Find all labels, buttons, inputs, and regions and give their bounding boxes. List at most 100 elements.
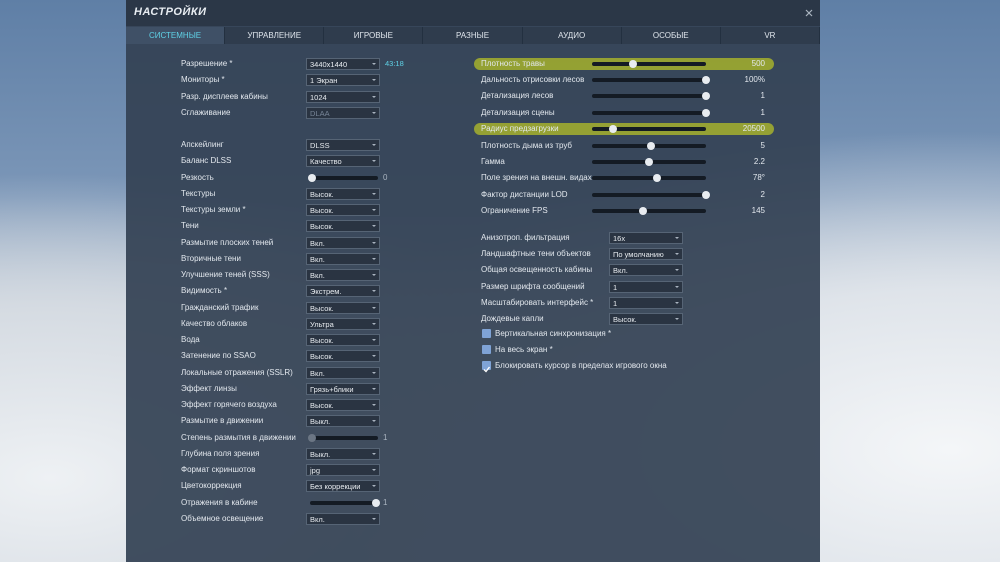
slider-thumb[interactable] — [308, 173, 316, 182]
setting-label: Плотность травы — [481, 58, 545, 68]
checkbox[interactable] — [482, 329, 491, 338]
slider-value: 100% — [744, 74, 765, 84]
setting-label: Общая освещенность кабины — [481, 265, 593, 275]
dropdown[interactable]: Высок. — [306, 204, 380, 216]
dropdown[interactable]: jpg — [306, 464, 380, 476]
slider-track — [592, 77, 706, 82]
window-title: НАСТРОЙКИ — [134, 6, 207, 18]
setting-label: Локальные отражения (SSLR) — [181, 367, 293, 377]
tab[interactable]: АУДИО — [523, 27, 622, 44]
dropdown: DLAA — [306, 106, 380, 119]
dropdown[interactable]: Вкл. — [306, 512, 380, 525]
dropdown[interactable]: Вкл. — [306, 236, 380, 249]
setting-label: Эффект горячего воздуха — [181, 400, 277, 409]
dropdown[interactable]: 1 Экран — [306, 74, 380, 87]
dropdown[interactable]: Высок. — [306, 334, 380, 346]
title-bar: НАСТРОЙКИ — [126, 0, 820, 26]
dropdown[interactable]: Высок. — [609, 313, 683, 325]
dropdown[interactable]: Высок. — [306, 301, 380, 314]
slider-thumb[interactable] — [702, 108, 710, 117]
setting-label: Дождевые капли — [481, 314, 544, 323]
dropdown[interactable]: Вкл. — [306, 252, 380, 265]
slider-thumb[interactable] — [702, 92, 710, 101]
dropdown[interactable]: Выкл. — [306, 415, 380, 428]
slider-value: 1 — [383, 432, 388, 442]
slider-thumb[interactable] — [644, 157, 653, 166]
setting-label: Разр. дисплеев кабины — [181, 91, 268, 101]
slider-thumb[interactable] — [629, 59, 638, 68]
tab[interactable]: ОСОБЫЕ — [622, 27, 721, 44]
aspect-ratio: 43:18 — [385, 59, 404, 68]
dropdown[interactable]: Ультра — [306, 317, 380, 330]
checkbox[interactable] — [482, 345, 491, 355]
setting-label: Вода — [181, 335, 200, 344]
slider-value: 1 — [760, 107, 765, 117]
tab[interactable]: ИГРОВЫЕ — [324, 27, 424, 44]
setting-label: Гражданский трафик — [181, 302, 259, 312]
dropdown[interactable]: Качество — [306, 155, 380, 168]
tab[interactable]: УПРАВЛЕНИЕ — [225, 27, 325, 44]
dropdown[interactable]: Высок. — [306, 220, 380, 233]
setting-label: Резкость — [181, 172, 214, 182]
dropdown[interactable]: По умолчанию — [609, 248, 683, 261]
dropdown[interactable]: Вкл. — [609, 264, 683, 277]
slider-value: 500 — [751, 58, 765, 68]
setting-label: Сглаживание — [181, 107, 231, 117]
setting-label: Цветокоррекция — [181, 481, 242, 491]
setting-label: Затенение по SSAO — [181, 351, 256, 361]
dropdown[interactable]: 3440x1440 — [306, 58, 380, 70]
slider-thumb[interactable] — [608, 125, 617, 134]
dropdown[interactable]: DLSS — [306, 139, 380, 151]
setting-label: Дальность отрисовки лесов — [481, 74, 585, 84]
close-button[interactable] — [805, 9, 813, 17]
slider-track — [310, 175, 378, 180]
setting-label: Объемное освещение — [181, 513, 264, 523]
dropdown[interactable]: 1024 — [306, 90, 380, 103]
dropdown[interactable]: Высок. — [306, 350, 380, 363]
slider-thumb[interactable] — [702, 75, 710, 84]
dropdown[interactable]: 1 — [609, 280, 683, 293]
setting-label: Детализация сцены — [481, 107, 555, 117]
setting-label: Качество облаков — [181, 318, 248, 328]
setting-label: Поле зрения на внешн. видах — [481, 173, 592, 183]
settings-window: НАСТРОЙКИ СИСТЕМНЫЕ УПРАВЛЕНИЕ ИГРОВЫЕ РАЗН… — [126, 0, 820, 562]
slider-thumb[interactable] — [372, 498, 380, 507]
tab[interactable]: РАЗНЫЕ — [423, 27, 523, 44]
setting-label: Радиус предзагрузки — [481, 124, 559, 134]
dropdown[interactable]: 1 — [609, 296, 683, 309]
setting-label: Отражения в кабине — [181, 497, 258, 507]
checkbox-label: Блокировать курсор в пределах игрового о… — [495, 361, 667, 371]
checkbox[interactable] — [482, 361, 491, 373]
setting-label: Степень размытия в движении — [181, 432, 296, 442]
dropdown[interactable]: Высок. — [306, 399, 380, 411]
slider-thumb[interactable] — [647, 141, 655, 150]
dropdown[interactable]: Без коррекции — [306, 480, 380, 493]
slider-value: 2 — [760, 189, 765, 199]
setting-label: Фактор дистанции LOD — [481, 189, 568, 199]
slider-track — [592, 110, 706, 115]
setting-label: Апскейлинг — [181, 140, 224, 149]
dropdown[interactable]: Вкл. — [306, 366, 380, 379]
setting-label: Текстуры земли * — [181, 205, 246, 214]
setting-label: Размытие в движении — [181, 416, 264, 426]
dropdown[interactable]: Выкл. — [306, 447, 380, 460]
dropdown[interactable]: 16x — [609, 232, 683, 244]
slider-value: 1 — [383, 497, 388, 507]
setting-label: Баланс DLSS — [181, 156, 232, 166]
setting-label: Текстуры — [181, 188, 216, 198]
tab[interactable]: VR — [721, 27, 820, 44]
check-mark — [483, 366, 491, 373]
slider-thumb[interactable] — [702, 190, 710, 199]
slider-value: 5 — [760, 140, 765, 150]
dropdown[interactable]: Высок. — [306, 187, 380, 200]
dropdown[interactable]: Грязь+блики — [306, 382, 380, 395]
slider-thumb[interactable] — [652, 174, 661, 183]
dropdown[interactable]: Вкл. — [306, 269, 380, 281]
setting-label: Разрешение * — [181, 59, 233, 68]
setting-label: Улучшение теней (SSS) — [181, 270, 270, 279]
dropdown[interactable]: Экстрем. — [306, 285, 380, 298]
setting-label: Формат скриншотов — [181, 465, 256, 474]
slider-thumb[interactable] — [639, 207, 648, 216]
tab[interactable]: СИСТЕМНЫЕ — [126, 27, 226, 44]
